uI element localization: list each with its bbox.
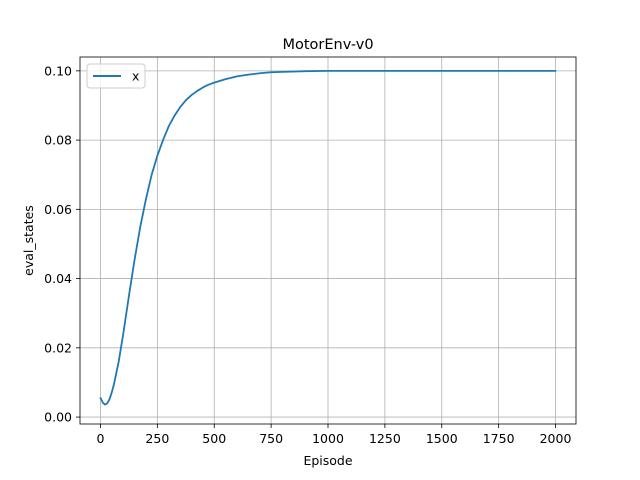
y-tick-label: 0.10 xyxy=(44,63,72,78)
x-tick-label: 250 xyxy=(145,431,169,446)
y-axis-ticks: 0.00 0.02 0.04 0.06 0.08 0.10 xyxy=(44,63,80,425)
x-tick-label: 2000 xyxy=(540,431,572,446)
x-tick-label: 500 xyxy=(202,431,226,446)
chart-title: MotorEnv-v0 xyxy=(282,37,373,53)
y-tick-label: 0.08 xyxy=(44,133,72,148)
legend-label-x: x xyxy=(132,69,139,84)
y-tick-label: 0.06 xyxy=(44,202,72,217)
x-axis-ticks: 0 250 500 750 1000 1250 1500 1750 2000 xyxy=(97,424,572,446)
y-tick-label: 0.04 xyxy=(44,271,72,286)
grid xyxy=(80,57,576,424)
x-tick-label: 750 xyxy=(259,431,283,446)
x-tick-label: 1250 xyxy=(369,431,401,446)
x-tick-label: 1750 xyxy=(483,431,515,446)
y-axis-label: eval_states xyxy=(21,205,36,276)
y-tick-label: 0.02 xyxy=(44,340,72,355)
y-tick-label: 0.00 xyxy=(44,410,72,425)
x-axis-label: Episode xyxy=(303,453,352,468)
x-tick-label: 0 xyxy=(97,431,105,446)
legend: x xyxy=(86,63,146,89)
series-line-x xyxy=(99,69,557,406)
series-layer xyxy=(99,69,557,406)
x-tick-label: 1500 xyxy=(426,431,458,446)
x-tick-label: 1000 xyxy=(312,431,344,446)
